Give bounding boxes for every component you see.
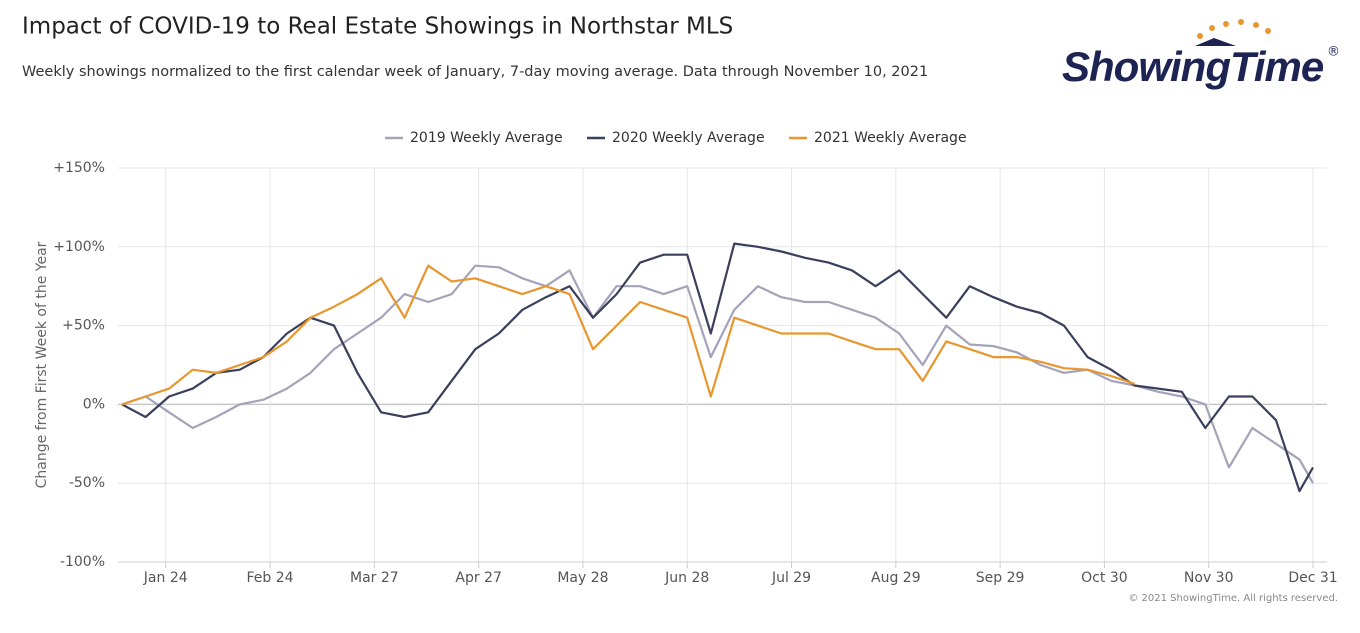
x-tick-label: Oct 30 (1081, 570, 1127, 586)
x-tick-label: Feb 24 (247, 570, 294, 586)
chart-subtitle: Weekly showings normalized to the first … (22, 64, 928, 80)
x-tick-label: Apr 27 (455, 570, 501, 586)
x-tick-label: Sep 29 (976, 570, 1025, 586)
x-tick-label: Mar 27 (350, 570, 399, 586)
credit: © 2021 ShowingTime. All rights reserved. (1128, 593, 1338, 604)
x-tick-label: Nov 30 (1184, 570, 1234, 586)
series-line (121, 264, 1314, 484)
series-line (121, 242, 1314, 493)
y-tick-label: 0% (83, 396, 105, 412)
legend-label: 2021 Weekly Average (814, 130, 967, 146)
chart-title: Impact of COVID-19 to Real Estate Showin… (22, 14, 733, 40)
x-tick-label: Dec 31 (1288, 570, 1337, 586)
y-tick-label: +50% (62, 318, 105, 334)
x-tick-label: Jun 28 (664, 570, 709, 586)
x-tick-label: Jan 24 (143, 570, 188, 586)
y-tick-label: +100% (53, 239, 105, 255)
series-line (121, 264, 1136, 406)
logo: ShowingTime (1062, 43, 1324, 90)
x-tick-label: Aug 29 (871, 570, 921, 586)
logo-dots (1195, 19, 1271, 46)
logo-mark: ® (1327, 45, 1340, 60)
y-axis-label: Change from First Week of the Year (34, 241, 50, 488)
y-tick-label: -50% (69, 475, 105, 491)
y-tick-label: +150% (53, 160, 105, 176)
legend-label: 2019 Weekly Average (410, 130, 563, 146)
x-tick-label: Jul 29 (771, 570, 811, 586)
x-tick-label: May 28 (557, 570, 608, 586)
legend-label: 2020 Weekly Average (612, 130, 765, 146)
y-tick-label: -100% (60, 554, 105, 570)
